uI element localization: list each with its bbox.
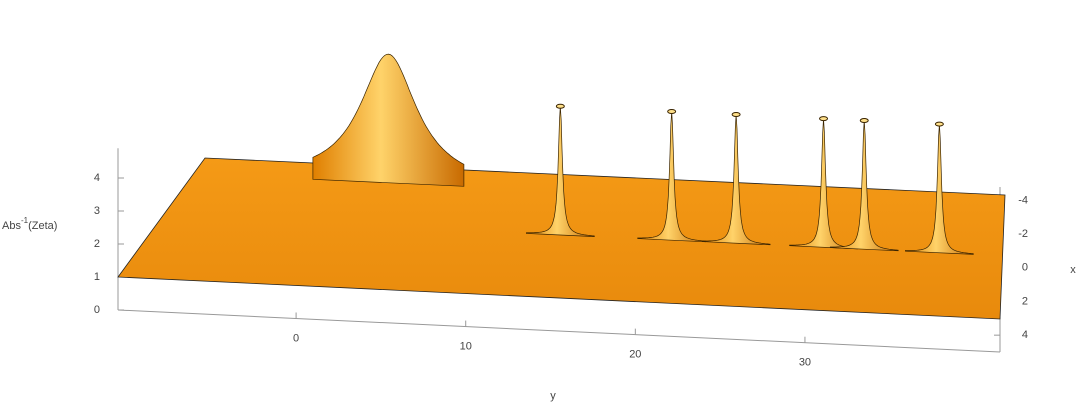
peak-cap xyxy=(731,112,741,118)
x-tick-label: 4 xyxy=(1022,329,1028,341)
x-axis-label: x xyxy=(1070,264,1076,276)
z-tick-label: 3 xyxy=(94,205,100,217)
surface-plane xyxy=(117,157,1006,320)
peak xyxy=(829,120,899,252)
y-axis-label: y xyxy=(550,390,556,402)
x-tick-label: 0 xyxy=(1022,262,1028,274)
x-tick-label: 2 xyxy=(1022,295,1028,307)
z-tick-label: 0 xyxy=(94,304,100,316)
y-tick-label: 30 xyxy=(799,357,811,369)
z-tick-label: 1 xyxy=(94,271,100,283)
peak xyxy=(637,111,706,243)
peak-cap xyxy=(667,108,677,114)
y-tick-label: 10 xyxy=(460,340,472,352)
peak xyxy=(526,106,595,237)
y-tick-label: 0 xyxy=(293,332,299,344)
peak-cap xyxy=(819,116,829,122)
x-tick-label: -4 xyxy=(1018,194,1028,206)
peak xyxy=(312,53,465,187)
z-tick-label: 2 xyxy=(94,238,100,250)
z-axis-label: Abs-1(Zeta) xyxy=(2,216,57,232)
z-label-sup: -1 xyxy=(21,216,29,225)
x-tick-label: -2 xyxy=(1018,228,1028,240)
y-tick-label: 20 xyxy=(629,349,641,361)
peak-cap xyxy=(934,121,944,127)
peak-cap xyxy=(859,118,869,124)
y-axis xyxy=(117,309,1001,353)
peak-cap xyxy=(555,103,565,109)
peak xyxy=(905,124,974,255)
z-label-base: Abs xyxy=(2,220,21,232)
peak xyxy=(701,114,771,246)
z-label-rest: (Zeta) xyxy=(28,220,57,232)
z-tick-label: 4 xyxy=(94,172,100,184)
